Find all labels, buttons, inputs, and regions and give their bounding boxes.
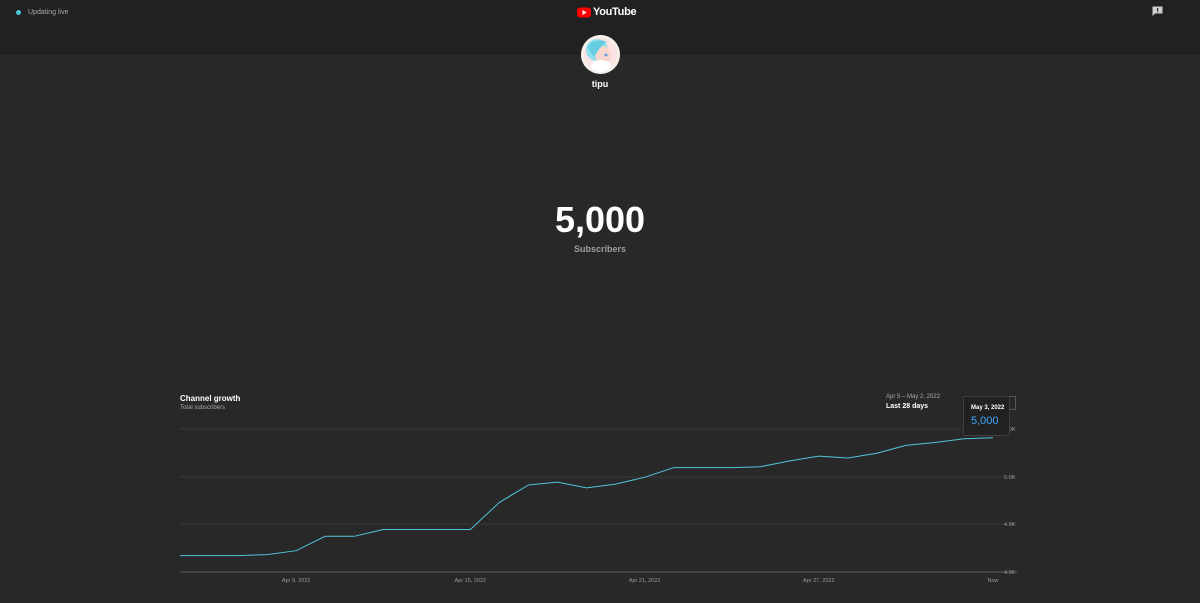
youtube-logo[interactable]: YouTube [577, 6, 637, 18]
subscriber-label: Subscribers [573, 244, 627, 254]
y-tick-label: 4.9K [1004, 522, 1016, 528]
subscriber-count: 5,000 [554, 199, 646, 240]
x-tick-label: Apr 21, 2022 [629, 578, 661, 584]
channel-name: tipu [591, 79, 609, 89]
chart-title: Channel growth [180, 394, 241, 403]
live-status-label: Updating live [28, 8, 69, 16]
chart-subtitle: Total subscribers [180, 405, 226, 411]
avatar-image [581, 35, 620, 74]
feedback-icon[interactable] [1152, 6, 1163, 17]
youtube-play-icon [577, 7, 591, 17]
live-indicator-icon [16, 9, 21, 15]
y-tick-label: 5.0K [1004, 475, 1016, 481]
subscriber-series-line [180, 437, 994, 557]
chart-tooltip: May 3, 2022 5,000 [963, 396, 1010, 436]
youtube-logo-text: YouTube [593, 6, 637, 18]
tooltip-value: 5,000 [971, 415, 999, 427]
y-tick-label: 4.9K [1004, 570, 1016, 576]
tooltip-date: May 3, 2022 [971, 405, 1005, 411]
x-tick-label: Now [987, 578, 998, 584]
live-status: Updating live [16, 6, 68, 18]
range-selector[interactable]: Last 28 days [886, 403, 929, 410]
x-tick-label: Apr 15, 2022 [455, 578, 487, 584]
date-range: Apr 5 – May 2, 2022 [886, 394, 941, 400]
x-tick-label: Apr 27, 2022 [803, 578, 835, 584]
channel-avatar [581, 35, 620, 74]
x-tick-label: Apr 9, 2022 [282, 578, 310, 584]
